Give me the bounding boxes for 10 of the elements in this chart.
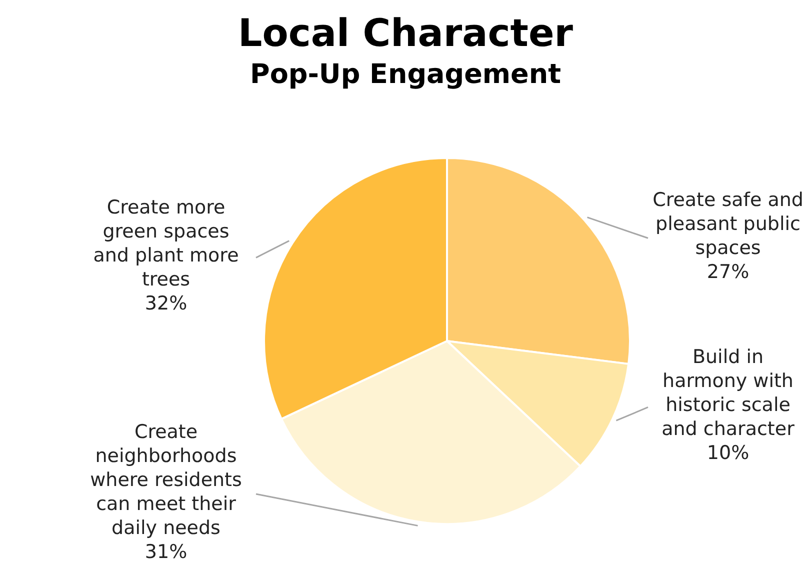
data-label: 10% [706, 442, 750, 464]
chart-subtitle: Pop-Up Engagement [250, 59, 562, 90]
slice-label: Create safe and pleasant public spaces [652, 189, 804, 260]
slice-label: Build in harmony with historic scale and character [662, 346, 795, 440]
data-label: 31% [144, 541, 188, 563]
data-label: 27% [706, 261, 750, 284]
slice-label: Create neighborhoods where residents can meet their daily needs [90, 421, 242, 539]
chart-title: Local Character [238, 11, 574, 55]
slice-label: Create more green spaces and plant more trees [93, 196, 239, 291]
data-label: 32% [144, 292, 188, 315]
